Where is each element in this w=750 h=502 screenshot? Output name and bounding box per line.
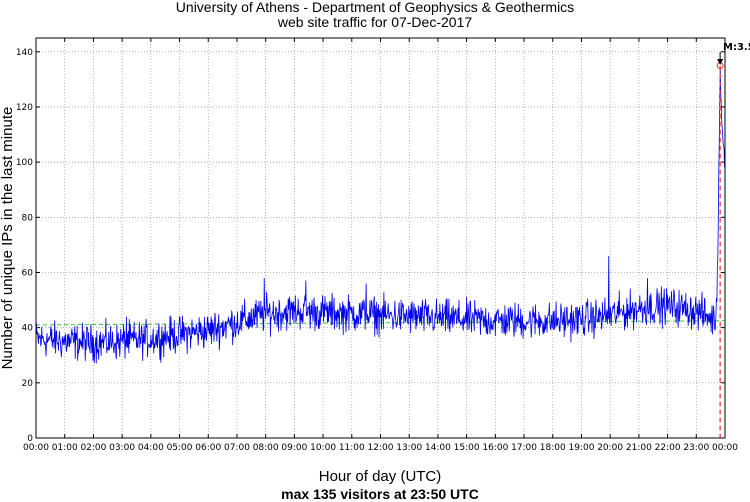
y-axis: 0 20 40 60 80 100 120 140 <box>16 48 725 444</box>
annotation-label: M:3.5 <box>723 42 750 53</box>
x-tick-label: 11:00 <box>339 443 365 453</box>
x-tick-label: 18:00 <box>540 443 566 453</box>
x-tick-label: 20:00 <box>597 443 623 453</box>
x-tick-label: 21:00 <box>626 443 652 453</box>
x-tick-label: 05:00 <box>167 443 193 453</box>
x-tick-label: 02:00 <box>80 443 106 453</box>
traffic-series <box>35 68 725 364</box>
y-tick-label: 120 <box>16 103 33 113</box>
x-tick-label: 07:00 <box>224 443 250 453</box>
max-marker <box>716 52 724 438</box>
x-tick-label: 17:00 <box>511 443 537 453</box>
x-tick-label: 12:00 <box>368 443 394 453</box>
y-tick-label: 40 <box>22 324 34 334</box>
x-tick-label: 19:00 <box>568 443 594 453</box>
y-tick-label: 140 <box>16 48 33 58</box>
y-tick-label: 0 <box>27 434 33 444</box>
x-axis: 00:00 01:00 02:00 03:00 04:00 05:00 06:00 07:00… <box>23 38 738 453</box>
y-tick-label: 60 <box>22 268 34 278</box>
average-line <box>35 320 726 326</box>
x-tick-label: 16:00 <box>482 443 508 453</box>
y-tick-label: 20 <box>22 379 34 389</box>
annotation-arrow-head <box>717 59 724 65</box>
x-axis-label: Hour of day (UTC) <box>319 468 442 485</box>
x-tick-label: 04:00 <box>138 443 164 453</box>
x-tick-label: 09:00 <box>281 443 307 453</box>
x-tick-label: 00:00 <box>23 443 49 453</box>
x-tick-label: 08:00 <box>253 443 279 453</box>
y-tick-label: 100 <box>16 158 33 168</box>
y-axis-label: Number of unique IPs in the last minute <box>0 107 16 370</box>
chart-title: University of Athens - Department of Geo… <box>176 0 574 15</box>
x-tick-label: 10:00 <box>310 443 336 453</box>
x-axis-sublabel: max 135 visitors at 23:50 UTC <box>281 486 479 502</box>
average-dashed-line <box>35 320 726 326</box>
x-tick-label: 23:00 <box>683 443 709 453</box>
chart-subtitle: web site traffic for 07-Dec-2017 <box>277 14 472 30</box>
x-tick-label: 22:00 <box>655 443 681 453</box>
x-tick-label: 03:00 <box>109 443 135 453</box>
traffic-line <box>35 68 725 364</box>
x-tick-label: 13:00 <box>396 443 422 453</box>
x-tick-label: 15:00 <box>454 443 480 453</box>
x-tick-label: 00:00 <box>712 443 738 453</box>
y-tick-label: 80 <box>22 213 34 223</box>
x-tick-label: 14:00 <box>425 443 451 453</box>
grid-lines <box>36 38 725 438</box>
x-tick-label: 06:00 <box>195 443 221 453</box>
x-tick-label: 01:00 <box>52 443 78 453</box>
